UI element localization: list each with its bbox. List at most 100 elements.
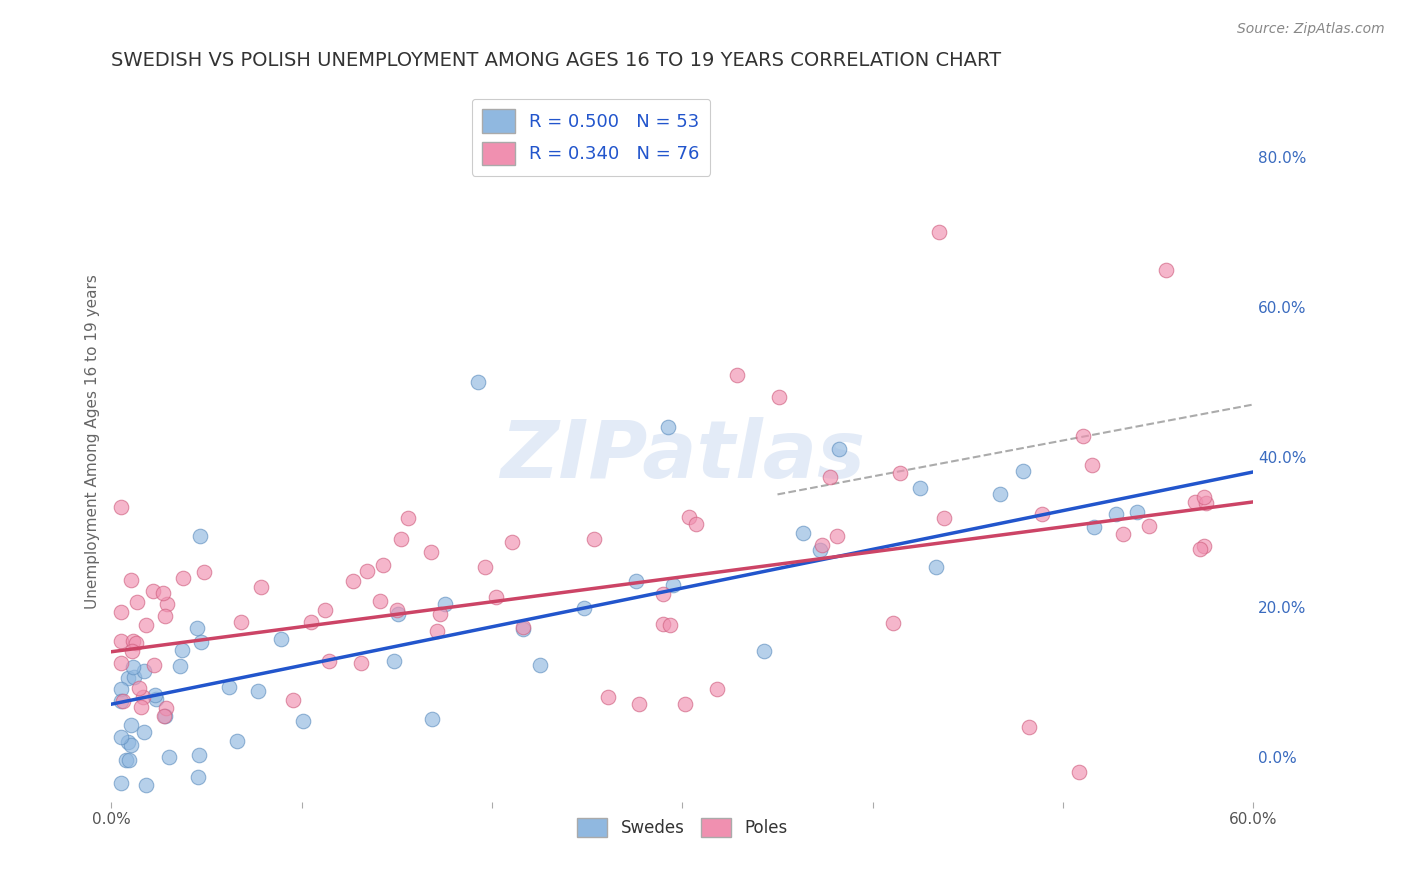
Point (299, 615, 322, 629)
Point (291, 714, 314, 728)
Point (190, 529, 212, 543)
Point (121, 643, 143, 657)
Point (110, 634, 132, 648)
Point (250, 580, 273, 594)
Point (134, 665, 156, 679)
Point (156, 597, 179, 611)
Point (932, 511, 955, 525)
Point (485, 591, 508, 605)
Point (385, 603, 408, 617)
Point (172, 643, 194, 657)
Point (132, 690, 155, 705)
Point (142, 658, 165, 673)
Point (135, 617, 157, 632)
Point (1195, 496, 1218, 510)
Point (512, 620, 534, 634)
Point (652, 617, 675, 632)
Point (371, 558, 394, 572)
Point (706, 682, 728, 697)
Point (172, 571, 194, 585)
Point (572, 601, 595, 615)
Point (186, 621, 208, 635)
Point (1137, 519, 1160, 533)
Point (1067, 764, 1090, 779)
Point (725, 368, 748, 382)
Point (382, 654, 405, 668)
Point (218, 680, 240, 694)
Point (110, 775, 132, 789)
Point (433, 597, 456, 611)
Point (314, 603, 336, 617)
Point (925, 559, 948, 574)
Text: SWEDISH VS POLISH UNEMPLOYMENT AMONG AGES 16 TO 19 YEARS CORRELATION CHART: SWEDISH VS POLISH UNEMPLOYMENT AMONG AGE… (111, 51, 1001, 70)
Point (426, 624, 449, 638)
Point (583, 533, 606, 547)
Point (110, 605, 132, 619)
Point (1194, 490, 1216, 504)
Point (112, 693, 135, 707)
Point (1184, 495, 1206, 509)
Point (808, 543, 831, 558)
Point (283, 693, 305, 707)
Point (356, 564, 378, 578)
Point (155, 709, 177, 723)
Point (134, 725, 156, 739)
Point (193, 566, 215, 580)
Point (420, 545, 443, 559)
Point (128, 681, 150, 696)
Point (318, 654, 340, 668)
Point (1071, 429, 1094, 443)
Point (157, 750, 180, 764)
Point (187, 771, 209, 785)
Point (675, 697, 697, 711)
Point (1188, 541, 1211, 556)
Point (125, 636, 148, 650)
Point (110, 693, 132, 707)
Point (678, 509, 700, 524)
Point (110, 681, 132, 696)
Point (190, 635, 212, 649)
Point (368, 594, 391, 608)
Text: ZIPatlas: ZIPatlas (501, 417, 865, 495)
Point (117, 735, 139, 749)
Point (155, 701, 177, 715)
Point (1083, 520, 1105, 534)
Point (342, 574, 364, 589)
Point (1080, 458, 1102, 472)
Point (651, 587, 673, 601)
Point (120, 573, 142, 587)
Point (474, 560, 496, 574)
Point (141, 584, 163, 599)
Point (420, 712, 443, 726)
Point (120, 718, 142, 732)
Point (429, 607, 451, 621)
Point (818, 470, 841, 484)
Point (501, 534, 523, 549)
Point (396, 511, 419, 525)
Point (657, 420, 679, 434)
Point (596, 690, 619, 704)
Point (229, 615, 252, 629)
Point (270, 632, 292, 646)
Point (825, 529, 848, 543)
Point (145, 691, 167, 706)
Point (910, 481, 932, 495)
Point (512, 622, 534, 636)
Point (1156, 262, 1178, 277)
Point (792, 526, 814, 541)
Point (114, 753, 136, 767)
Point (467, 375, 489, 389)
Point (152, 586, 174, 600)
Point (1125, 505, 1147, 519)
Point (768, 390, 790, 404)
Point (187, 748, 209, 763)
Point (389, 533, 412, 547)
Point (122, 634, 145, 648)
Point (117, 671, 139, 685)
Point (135, 778, 157, 792)
Point (810, 538, 832, 552)
Point (624, 574, 647, 588)
Point (350, 656, 373, 670)
Text: Source: ZipAtlas.com: Source: ZipAtlas.com (1237, 22, 1385, 37)
Point (225, 734, 247, 748)
